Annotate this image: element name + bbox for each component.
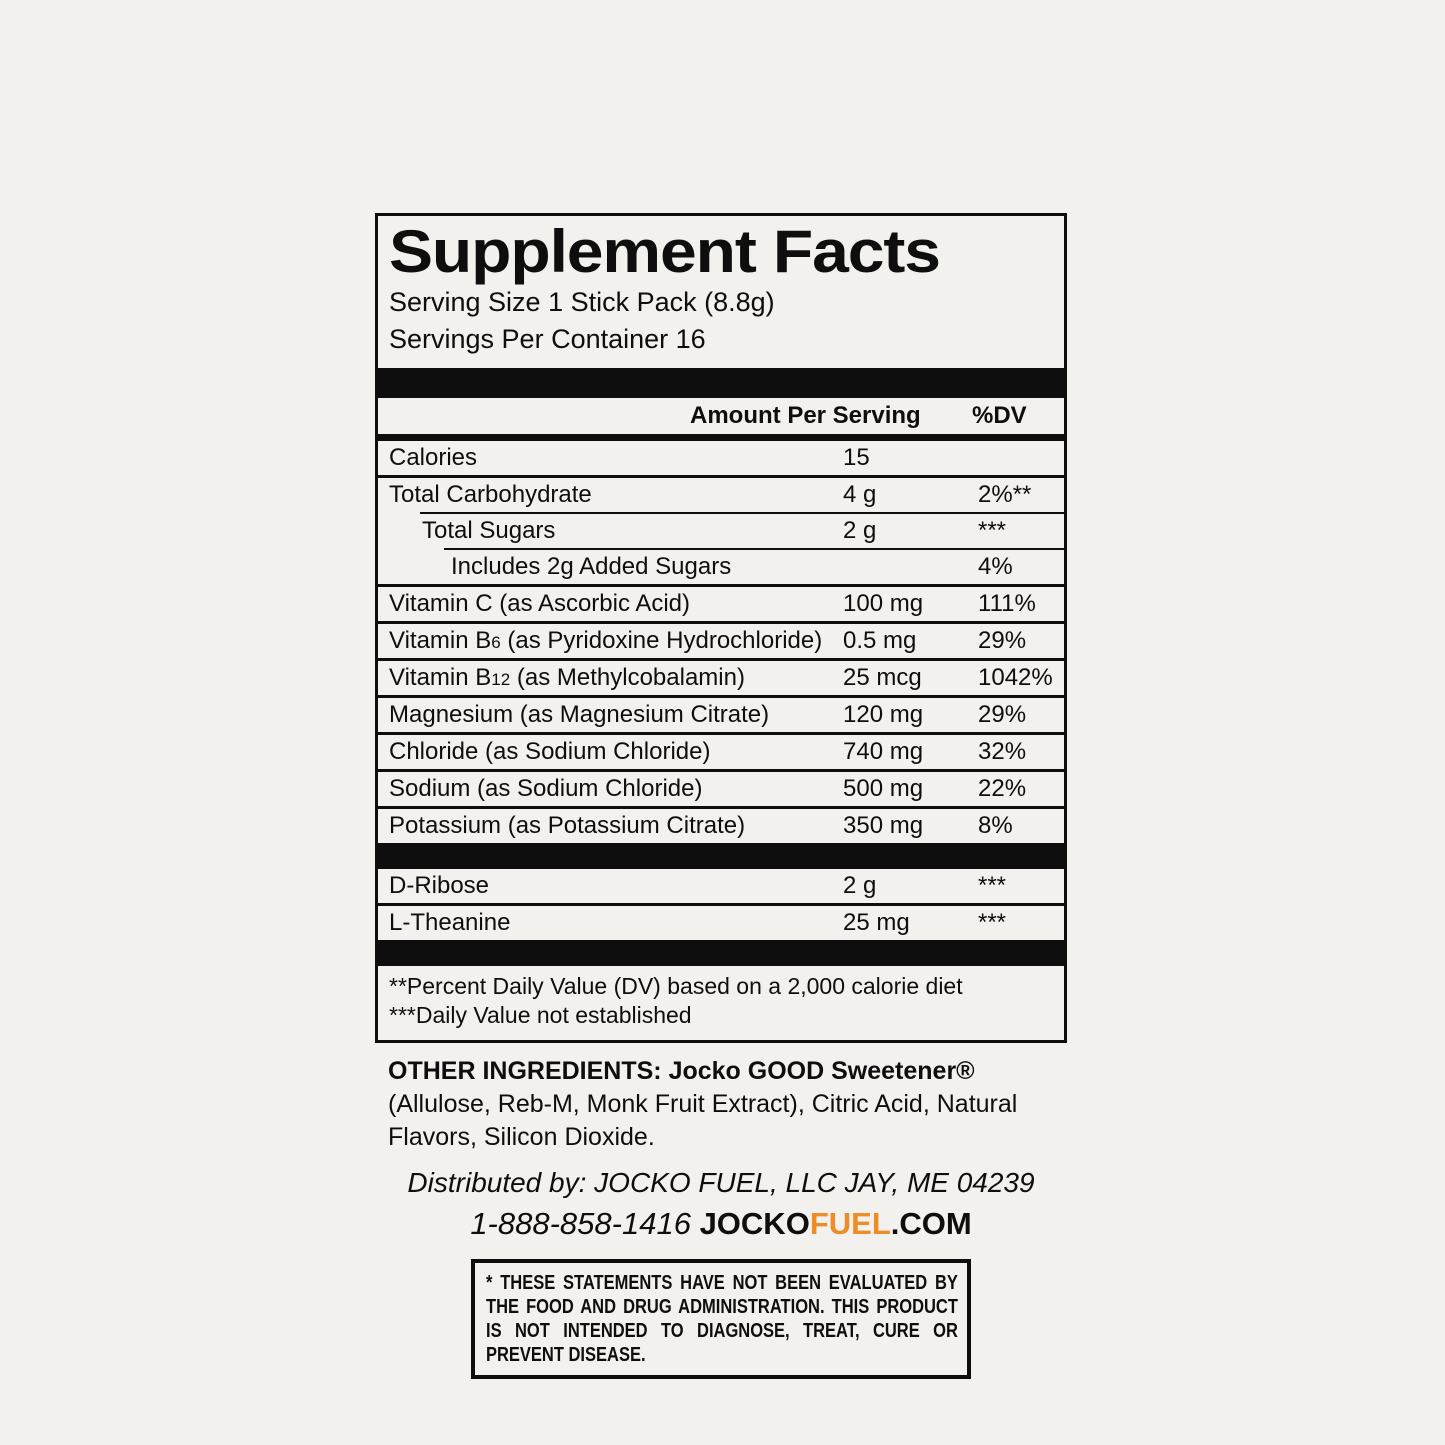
- row-divider: [378, 621, 1064, 624]
- contact-line: 1-888-858-1416 JOCKOFUEL.COM: [375, 1205, 1067, 1243]
- row-divider: [378, 903, 1064, 906]
- row-added-sugars: Includes 2g Added Sugars 4%: [451, 553, 1013, 580]
- servings-per-container: Servings Per Container 16: [389, 324, 706, 354]
- serving-size: Serving Size 1 Stick Pack (8.8g): [389, 287, 775, 317]
- other-ingredients-list: (Allulose, Reb-M, Monk Fruit Extract), C…: [388, 1090, 1018, 1151]
- fda-disclaimer-box: * THESE STATEMENTS HAVE NOT BEEN EVALUAT…: [471, 1259, 971, 1379]
- row-potassium: Potassium (as Potassium Citrate) 350 mg …: [389, 812, 1013, 839]
- amount-column-header: Amount Per Serving: [690, 402, 921, 429]
- row-calories: Calories 15: [389, 444, 870, 471]
- row-total-carbohydrate: Total Carbohydrate 4 g 2%**: [389, 481, 1032, 508]
- section-bar-middle: [378, 843, 1064, 869]
- table-header: Amount Per Serving %DV: [378, 398, 1064, 434]
- row-total-sugars: Total Sugars 2 g ***: [422, 517, 1007, 544]
- row-magnesium: Magnesium (as Magnesium Citrate) 120 mg …: [389, 701, 1027, 728]
- row-divider: [378, 732, 1064, 735]
- row-d-ribose: D-Ribose 2 g ***: [389, 872, 1007, 899]
- row-divider: [378, 658, 1064, 661]
- dv-column-header: %DV: [972, 402, 1027, 429]
- website-url: JOCKOFUEL.COM: [699, 1206, 972, 1241]
- footnotes: **Percent Daily Value (DV) based on a 2,…: [378, 966, 1064, 1040]
- row-vitamin-c: Vitamin C (as Ascorbic Acid) 100 mg 111%: [389, 590, 1036, 617]
- header-divider: [378, 434, 1064, 441]
- row-divider: [378, 806, 1064, 809]
- fda-disclaimer-text: * THESE STATEMENTS HAVE NOT BEEN EVALUAT…: [486, 1272, 958, 1366]
- row-divider: [420, 512, 1064, 514]
- row-vitamin-b6: Vitamin B6 (as Pyridoxine Hydrochloride)…: [389, 627, 1027, 654]
- website-orange-segment: FUEL: [809, 1206, 891, 1241]
- footnote-dv: **Percent Daily Value (DV) based on a 2,…: [389, 973, 963, 999]
- panel-title: Supplement Facts: [378, 216, 1064, 284]
- other-ingredients: OTHER INGREDIENTS: Jocko GOOD Sweetener®…: [375, 1055, 1067, 1154]
- distributor-line: Distributed by: JOCKO FUEL, LLC JAY, ME …: [407, 1167, 1035, 1198]
- row-l-theanine: L-Theanine 25 mg ***: [389, 909, 1007, 936]
- sweetener-brand: Jocko GOOD Sweetener®: [668, 1057, 975, 1085]
- supplement-label: Supplement Facts Serving Size 1 Stick Pa…: [375, 213, 1067, 1379]
- row-chloride: Chloride (as Sodium Chloride) 740 mg 32%: [389, 738, 1027, 765]
- panel-title-text: Supplement Facts: [389, 218, 941, 285]
- row-vitamin-b12: Vitamin B12 (as Methylcobalamin) 25 mcg …: [389, 664, 1053, 691]
- row-divider: [378, 475, 1064, 478]
- row-divider: [378, 769, 1064, 772]
- section-bar-bottom: [378, 940, 1064, 966]
- supplement-facts-panel: Supplement Facts Serving Size 1 Stick Pa…: [375, 213, 1067, 1043]
- row-divider: [378, 584, 1064, 587]
- phone-number: 1-888-858-1416: [470, 1206, 691, 1241]
- row-sodium: Sodium (as Sodium Chloride) 500 mg 22%: [389, 775, 1027, 802]
- row-divider: [444, 548, 1064, 550]
- footnote-not-established: ***Daily Value not established: [389, 1002, 692, 1028]
- other-ingredients-label: OTHER INGREDIENTS:: [388, 1057, 662, 1085]
- row-divider: [378, 695, 1064, 698]
- section-bar-top: [378, 368, 1064, 398]
